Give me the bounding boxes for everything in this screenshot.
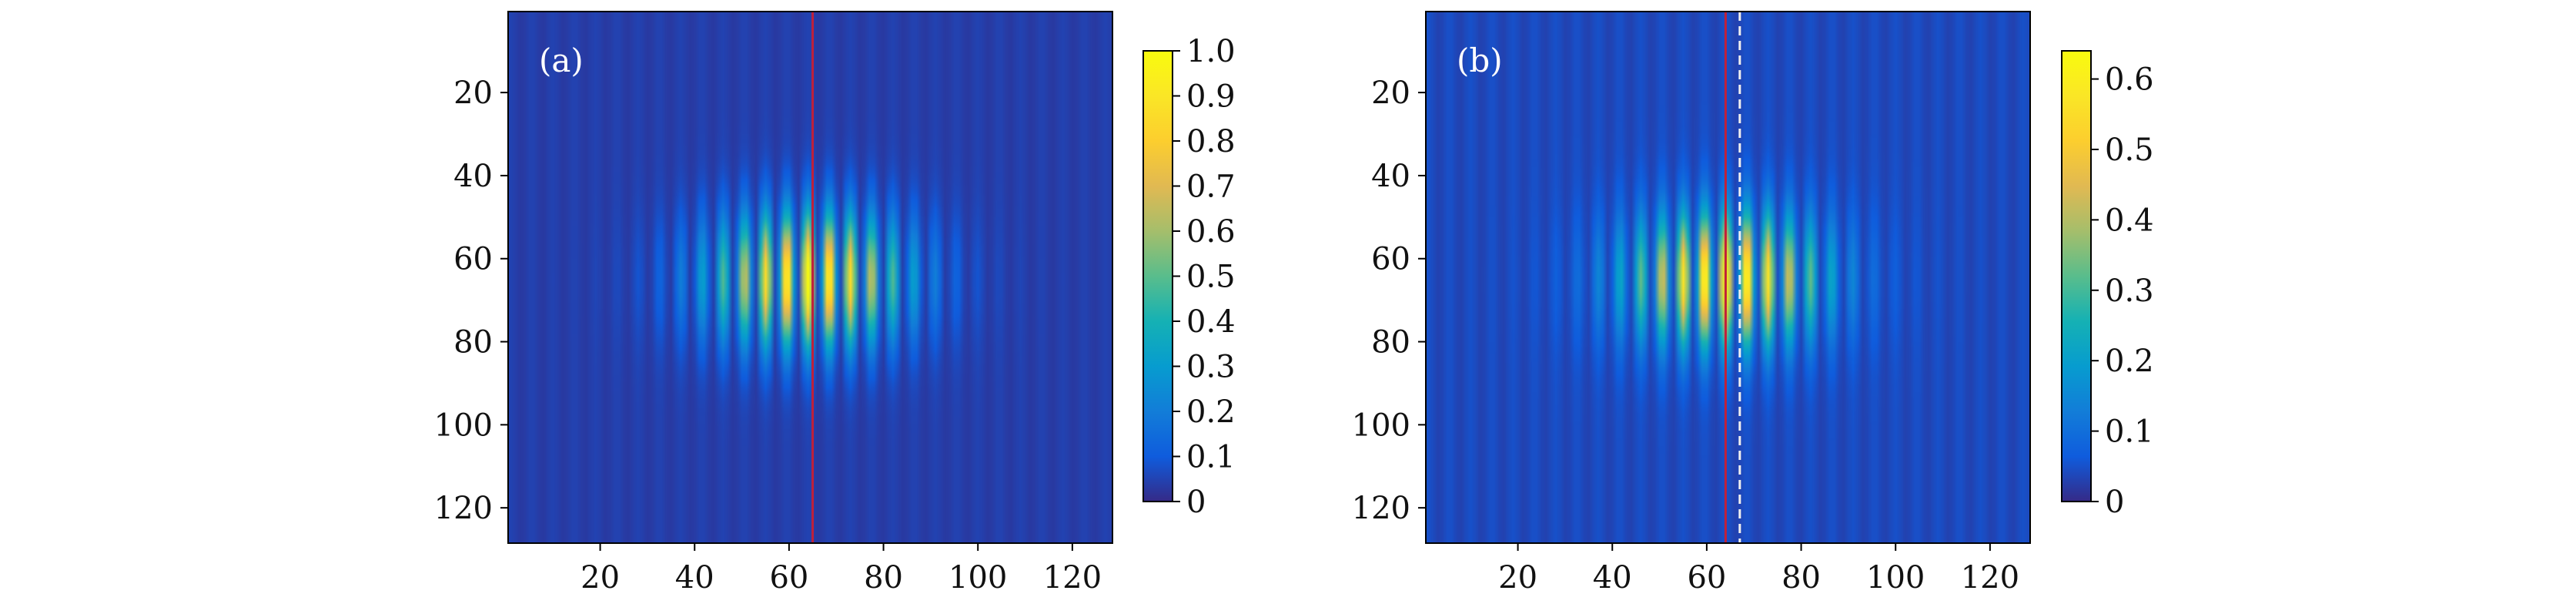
- colorbar-tick-label: 0.3: [2105, 273, 2154, 309]
- panel-label-a: (a): [539, 42, 584, 79]
- colorbar-tick-label: 0.2: [2105, 344, 2154, 379]
- colorbar-tick-label: 1.0: [1186, 34, 1236, 69]
- y-tick-label: 60: [1371, 242, 1410, 277]
- y-tick-label: 80: [453, 325, 493, 361]
- y-tick-label: 20: [1371, 75, 1410, 111]
- y-tick-label: 60: [453, 242, 493, 277]
- colorbar-tick-label: 0.4: [2105, 203, 2154, 238]
- heatmap-image: [508, 12, 1112, 543]
- x-tick-label: 20: [580, 560, 620, 596]
- colorbar-frame: [2061, 50, 2092, 502]
- colorbar-tick-label: 0: [1186, 485, 1206, 520]
- colorbar-tick-label: 0.2: [1186, 394, 1236, 430]
- x-tick-label: 20: [1498, 560, 1537, 596]
- x-tick-label: 60: [769, 560, 808, 596]
- colorbar-gradient: [2062, 51, 2091, 502]
- y-axis-b: 20 40 60 80 100 120: [1352, 75, 1426, 526]
- panel-label-b: (b): [1457, 42, 1503, 79]
- y-tick-label: 20: [453, 75, 493, 111]
- y-tick-label: 80: [1371, 325, 1410, 361]
- y-tick-label: 100: [1352, 408, 1410, 443]
- colorbar-tick-label: 0.3: [1186, 350, 1236, 385]
- x-tick-label: 80: [864, 560, 903, 596]
- colorbar-tick-label: 0: [2105, 485, 2124, 520]
- heatmap-image: [1426, 12, 2030, 543]
- x-tick-label: 60: [1687, 560, 1726, 596]
- heatmap-frame-b: [1425, 11, 2031, 544]
- x-axis-b: 20 40 60 80 100 120: [1498, 543, 2019, 596]
- colorbar-tick-label: 0.4: [1186, 304, 1236, 340]
- colorbar-tick-label: 0.5: [2105, 133, 2154, 168]
- x-tick-label: 80: [1781, 560, 1821, 596]
- x-tick-label: 40: [675, 560, 714, 596]
- x-tick-label: 40: [1593, 560, 1632, 596]
- colorbar-tick-label: 0.8: [1186, 124, 1236, 159]
- colorbar-tick-label: 0.6: [1186, 214, 1236, 250]
- colorbar-a: 0 0.1 0.2 0.3 0.4 0.5 0.6 0.7 0.8 0.9 1.0: [1142, 34, 1236, 520]
- colorbar-tick-label: 0.5: [1186, 260, 1236, 295]
- colorbar-tick-label: 0.1: [2105, 414, 2154, 450]
- colorbar-tick-label: 0.1: [1186, 440, 1236, 475]
- y-tick-label: 120: [1352, 491, 1410, 526]
- y-axis-a: 20 40 60 80 100 120: [434, 75, 508, 526]
- heatmap-panel-a: (a) 20 40 60 80 100 120 20 40 60 80 100 120 0 0.1 0.…: [434, 11, 1236, 596]
- y-tick-label: 40: [1371, 159, 1410, 194]
- y-tick-label: 100: [434, 408, 493, 443]
- y-tick-label: 120: [434, 491, 493, 526]
- colorbar-tick-label: 0.7: [1186, 169, 1236, 205]
- vertical-lines-b: [1724, 12, 1741, 543]
- colorbar-tick-label: 0.6: [2105, 62, 2154, 98]
- heatmap-panel-b: (b) 20 40 60 80 100 120 20 40 60 80 100 120 0 0.1 0.…: [1352, 11, 2154, 596]
- x-axis-a: 20 40 60 80 100 120: [580, 543, 1102, 596]
- colorbar-b: 0 0.1 0.2 0.3 0.4 0.5 0.6: [2061, 50, 2154, 520]
- x-tick-label: 100: [1866, 560, 1925, 596]
- colorbar-gradient: [1143, 51, 1173, 502]
- heatmap-frame-a: [507, 11, 1113, 544]
- x-tick-label: 100: [948, 560, 1007, 596]
- x-tick-label: 120: [1043, 560, 1102, 596]
- y-tick-label: 40: [453, 159, 493, 194]
- colorbar-tick-label: 0.9: [1186, 79, 1236, 115]
- x-tick-label: 120: [1961, 560, 2019, 596]
